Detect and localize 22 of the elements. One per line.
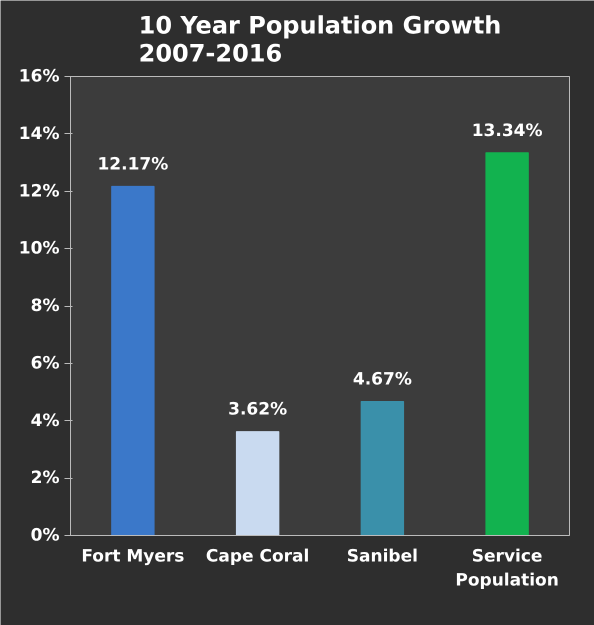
y-tick-label: 0% bbox=[30, 526, 60, 546]
data-label: 12.17% bbox=[97, 154, 168, 174]
y-tick-label: 8% bbox=[30, 296, 60, 316]
bar bbox=[111, 186, 155, 536]
bar bbox=[360, 401, 404, 536]
y-tick-label: 14% bbox=[18, 124, 60, 144]
x-tick-label: Cape Coral bbox=[206, 546, 310, 566]
bar bbox=[485, 152, 529, 536]
bar bbox=[236, 431, 280, 536]
data-label: 3.62% bbox=[228, 400, 288, 420]
x-tick-label: Fort Myers bbox=[81, 546, 184, 566]
y-tick-label: 12% bbox=[18, 181, 60, 202]
y-tick-label: 10% bbox=[18, 238, 60, 259]
y-tick-label: 6% bbox=[30, 353, 60, 374]
y-tick-label: 4% bbox=[30, 410, 60, 431]
x-tick-label: Service Population bbox=[455, 546, 559, 590]
data-label: 4.67% bbox=[352, 370, 412, 390]
y-tick-label: 2% bbox=[30, 468, 60, 488]
chart-title: 10 Year Population Growth 2007-2016 bbox=[138, 12, 502, 68]
data-label: 13.34% bbox=[472, 120, 543, 141]
y-tick-label: 16% bbox=[18, 66, 60, 86]
x-tick-label: Sanibel bbox=[346, 546, 418, 566]
